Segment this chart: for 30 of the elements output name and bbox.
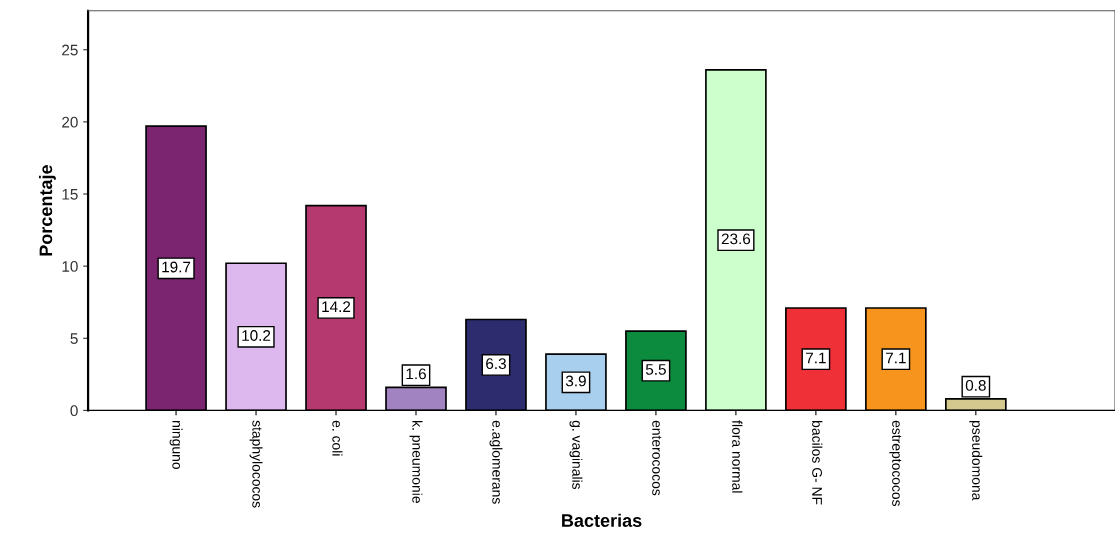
data-label: 6.3	[486, 358, 506, 370]
data-label: 19.7	[162, 261, 191, 273]
data-label: 23.6	[721, 233, 751, 245]
x-tick-label: pseudomona	[969, 421, 983, 501]
y-tick-label: 5	[70, 333, 78, 344]
x-tick-label: g. vaginalis	[569, 420, 583, 490]
data-label: 10.2	[242, 330, 271, 341]
x-tick-label: staphylococos	[249, 420, 263, 508]
x-tick-label: ninguno	[169, 421, 183, 469]
x-tick-label: estreptococos	[889, 420, 902, 507]
y-tick-label: 15	[62, 189, 78, 200]
data-label: 14.2	[322, 301, 351, 312]
x-tick-label: enterococos	[652, 420, 662, 496]
x-tick-label: e. coli	[332, 420, 343, 456]
data-label: 3.9	[565, 375, 586, 387]
x-axis-title: Bacterias	[562, 513, 642, 527]
data-label: 5.5	[645, 364, 666, 375]
x-tick-label: k. pneumonie	[409, 421, 423, 503]
y-tick-label: 10	[62, 261, 78, 272]
y-axis-title: Porcentaje	[38, 165, 56, 256]
x-tick-label: e.aglomerans	[489, 420, 503, 504]
data-label: 7.1	[806, 352, 826, 364]
y-tick-label: 0	[70, 405, 78, 417]
x-tick-label: flora normal	[732, 420, 743, 493]
y-tick-label: 25	[62, 44, 78, 56]
data-label: 7.1	[886, 352, 906, 364]
data-label: 1.6	[406, 368, 426, 380]
data-label: 0.8	[965, 379, 986, 391]
x-tick-label: bacilos G- NF	[812, 421, 823, 505]
y-tick-label: 20	[62, 116, 78, 128]
